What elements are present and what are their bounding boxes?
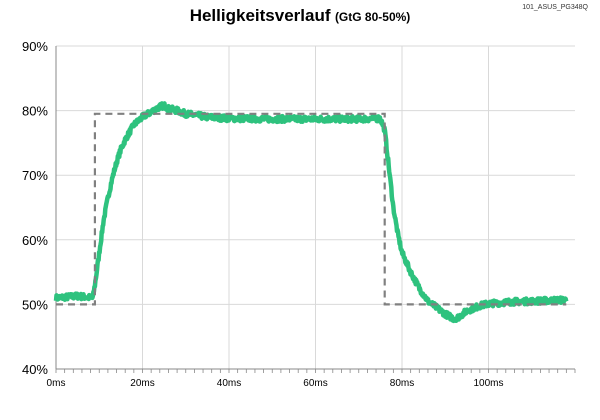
x-tick-label: 60ms: [303, 378, 327, 389]
x-tick-label: 100ms: [473, 378, 503, 389]
y-tick-label: 60%: [22, 233, 48, 248]
x-tick-label: 20ms: [130, 378, 154, 389]
y-tick-label: 70%: [22, 168, 48, 183]
x-tick-label: 80ms: [390, 378, 414, 389]
target-reference-line: [56, 112, 567, 306]
y-tick-label: 90%: [22, 39, 48, 54]
y-tick-label: 50%: [22, 297, 48, 312]
y-tick-label: 40%: [22, 362, 48, 377]
x-tick-label: 0ms: [47, 378, 66, 389]
corner-label: 101_ASUS_PG348Q: [522, 4, 588, 11]
chart-subtitle: (GtG 80-50%): [334, 10, 411, 24]
measured-luminance-line: [53, 101, 569, 324]
chart-title-block: Helligkeitsverlauf (GtG 80-50%): [0, 6, 600, 26]
x-tick-label: 40ms: [217, 378, 241, 389]
y-tick-label: 80%: [22, 104, 48, 119]
chart-title: Helligkeitsverlauf: [189, 6, 331, 25]
